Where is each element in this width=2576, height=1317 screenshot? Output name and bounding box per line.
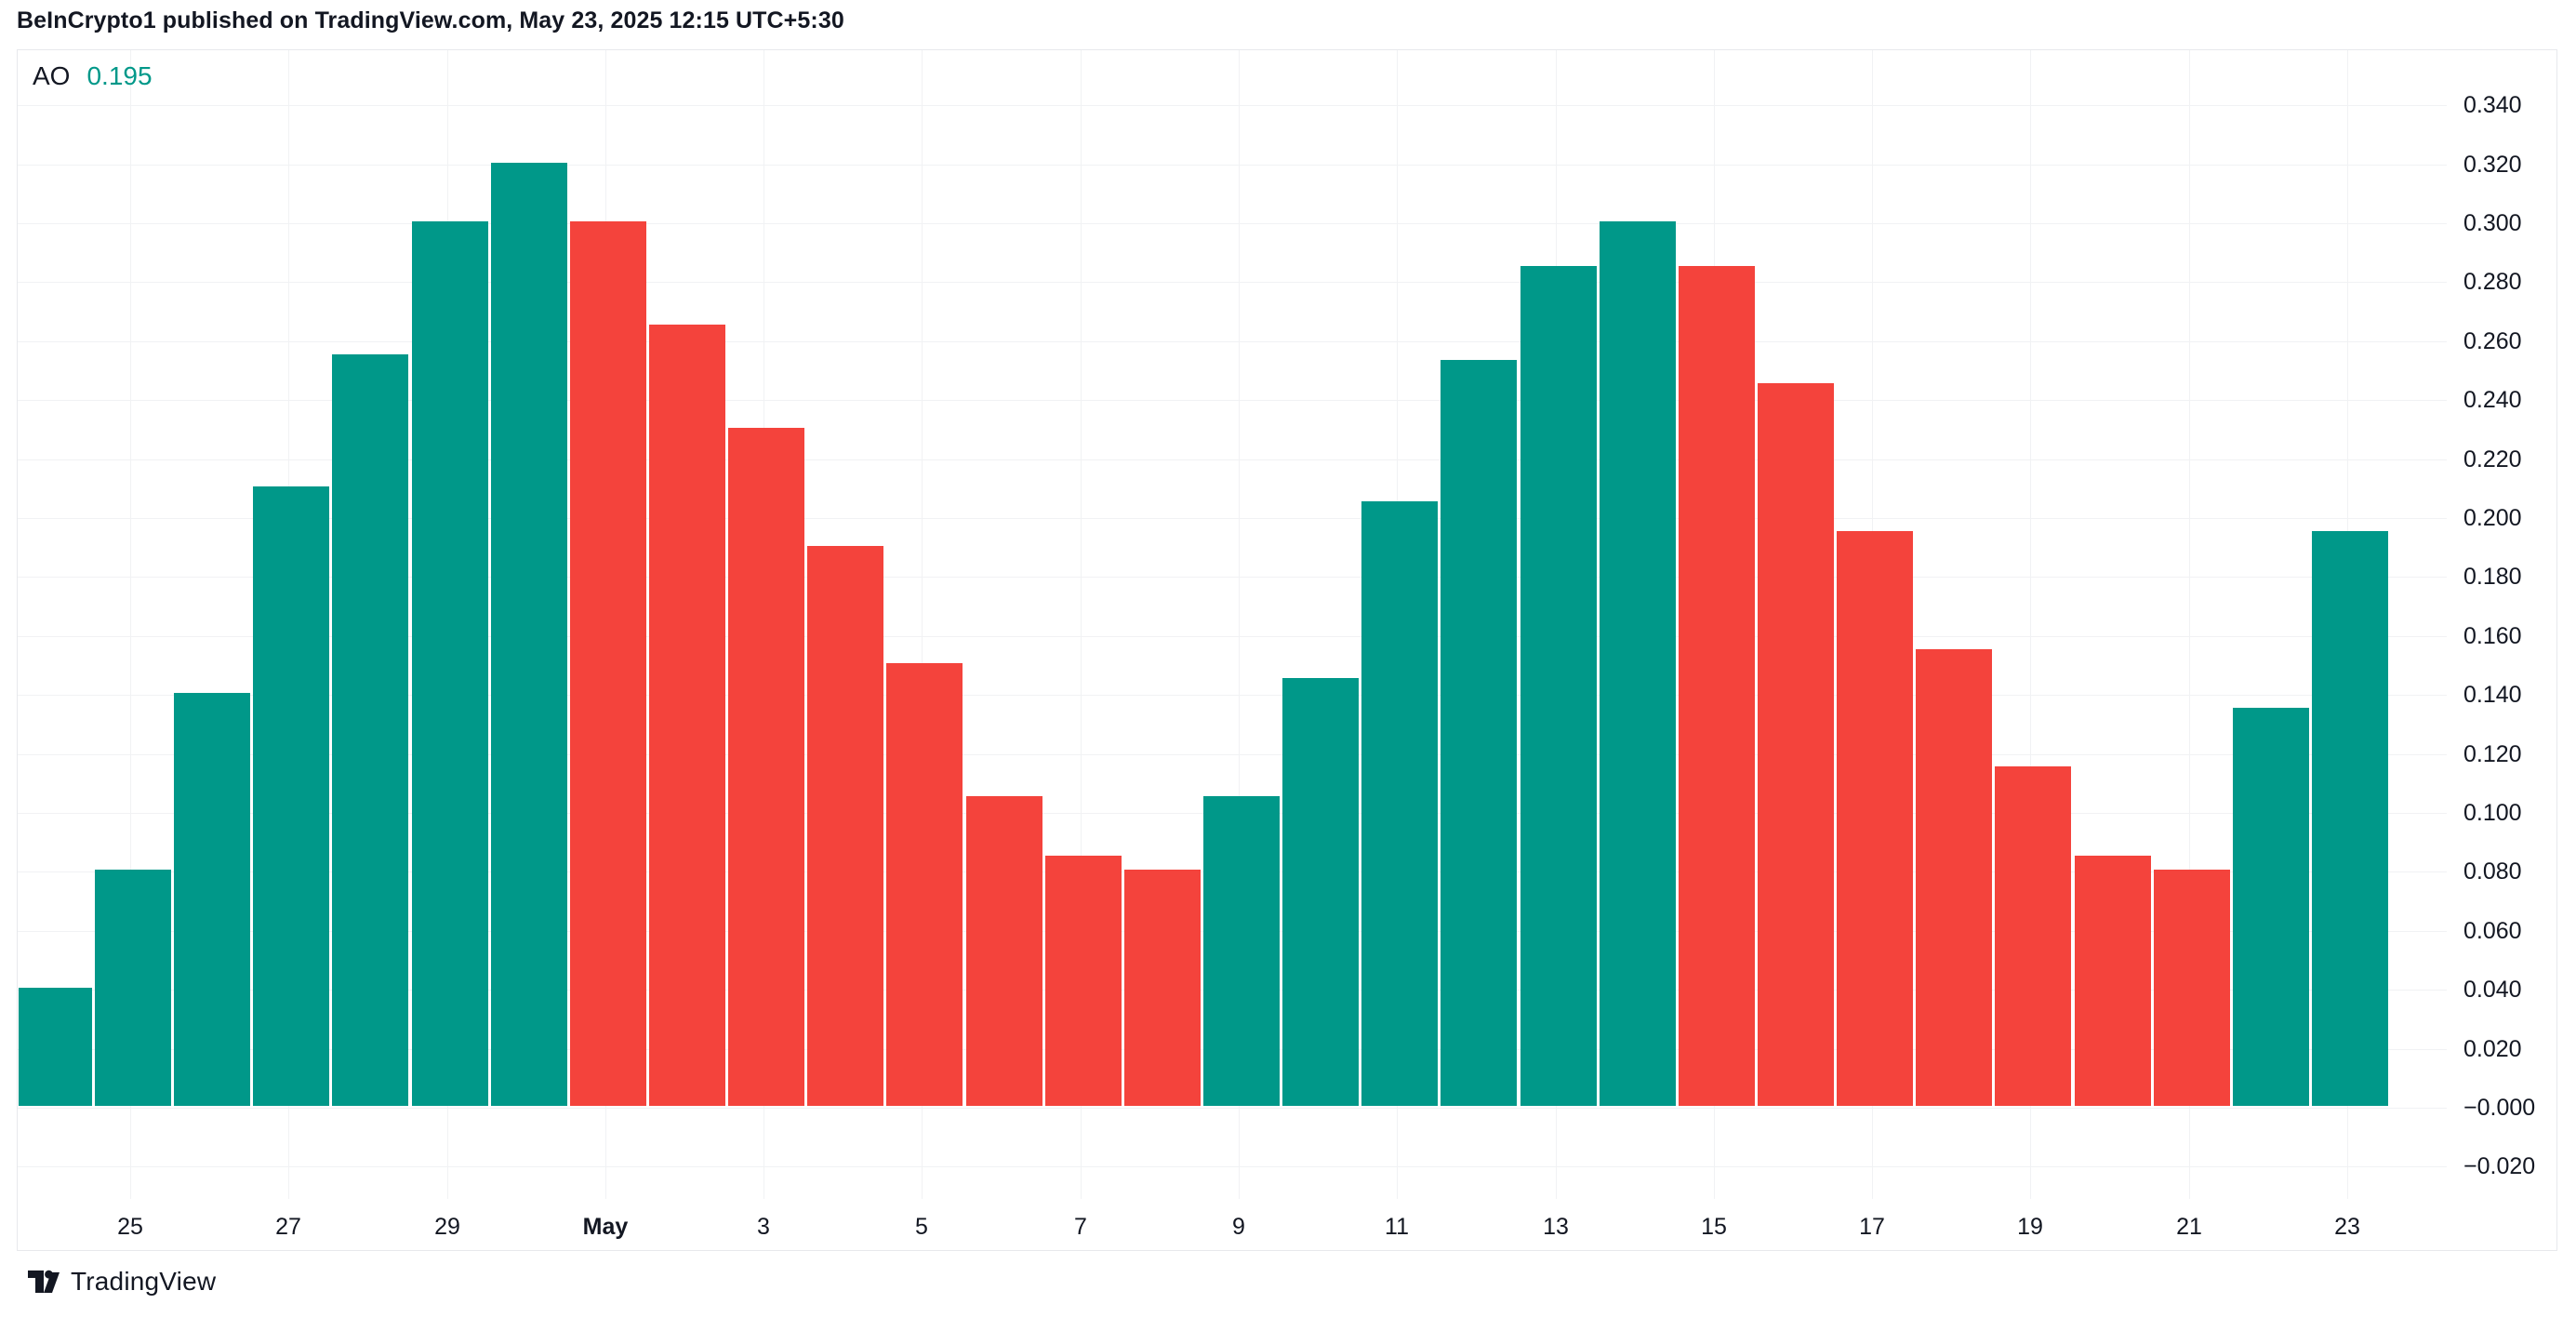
price-axis-label: 0.260: [2463, 328, 2522, 354]
ao-bar[interactable]: [1361, 501, 1438, 1106]
price-axis-label: 0.100: [2463, 800, 2522, 826]
ao-bar[interactable]: [2075, 856, 2151, 1106]
price-axis-label: 0.220: [2463, 446, 2522, 472]
time-axis-label: 19: [2017, 1214, 2043, 1240]
time-axis-label: 23: [2334, 1214, 2360, 1240]
ao-bar[interactable]: [1282, 678, 1359, 1106]
ao-bar[interactable]: [95, 870, 171, 1106]
ao-bar[interactable]: [570, 221, 646, 1106]
ao-bar[interactable]: [174, 693, 250, 1106]
tradingview-brand-text: TradingView: [71, 1267, 217, 1296]
indicator-value: 0.195: [86, 61, 153, 90]
h-gridline: [18, 518, 2447, 519]
price-axis-label: 0.160: [2463, 623, 2522, 649]
price-axis-label: 0.060: [2463, 918, 2522, 944]
page-title: BeInCrypto1 published on TradingView.com…: [17, 7, 844, 33]
time-axis-label: 27: [275, 1214, 301, 1240]
v-gridline: [922, 50, 923, 1199]
ao-bar[interactable]: [1441, 360, 1517, 1106]
time-axis-label: 11: [1385, 1214, 1409, 1240]
ao-bar[interactable]: [1045, 856, 1122, 1106]
time-axis-label: 9: [1232, 1214, 1245, 1240]
ao-bar[interactable]: [1600, 221, 1676, 1106]
ao-bar[interactable]: [2312, 531, 2388, 1106]
h-gridline: [18, 223, 2447, 224]
price-axis-label: 0.300: [2463, 210, 2522, 236]
price-axis-label: 0.320: [2463, 152, 2522, 178]
ao-bar[interactable]: [649, 325, 725, 1106]
time-axis-label: 25: [117, 1214, 143, 1240]
ao-bar[interactable]: [253, 486, 329, 1106]
tradingview-logo-link[interactable]: TradingView: [28, 1267, 216, 1297]
h-gridline: [18, 754, 2447, 755]
ao-bar[interactable]: [728, 428, 804, 1106]
ao-bar[interactable]: [1679, 266, 1755, 1106]
ao-bar[interactable]: [1124, 870, 1201, 1106]
h-gridline: [18, 165, 2447, 166]
ao-bar[interactable]: [2233, 708, 2309, 1106]
ao-bar[interactable]: [1758, 383, 1834, 1106]
ao-bar[interactable]: [19, 988, 92, 1106]
h-gridline: [18, 695, 2447, 696]
h-gridline: [18, 400, 2447, 401]
ao-bar[interactable]: [1520, 266, 1597, 1106]
time-axis-label: 29: [434, 1214, 460, 1240]
tradingview-icon: [28, 1270, 60, 1294]
h-gridline: [18, 459, 2447, 460]
indicator-name: AO: [33, 61, 71, 90]
h-gridline: [18, 1108, 2447, 1109]
ao-bar[interactable]: [1203, 796, 1280, 1106]
h-gridline: [18, 341, 2447, 342]
ao-bar[interactable]: [1837, 531, 1913, 1106]
h-gridline: [18, 282, 2447, 283]
ao-bar[interactable]: [332, 354, 408, 1106]
ao-bar[interactable]: [886, 663, 963, 1106]
price-axis-label: −0.000: [2463, 1095, 2536, 1121]
v-gridline: [130, 50, 131, 1199]
time-axis-label: 17: [1859, 1214, 1885, 1240]
ao-bar[interactable]: [412, 221, 488, 1106]
price-axis-label: 0.140: [2463, 682, 2522, 708]
time-axis-label: 13: [1543, 1214, 1569, 1240]
h-gridline: [18, 1166, 2447, 1167]
price-axis-label: 0.200: [2463, 505, 2522, 531]
price-axis-label: 0.040: [2463, 977, 2522, 1003]
ao-bar[interactable]: [966, 796, 1042, 1106]
ao-bar[interactable]: [1916, 649, 1992, 1106]
v-gridline: [1081, 50, 1082, 1199]
price-axis-label: 0.280: [2463, 269, 2522, 295]
price-axis-label: 0.340: [2463, 92, 2522, 118]
h-gridline: [18, 636, 2447, 637]
h-gridline: [18, 577, 2447, 578]
ao-bar[interactable]: [807, 546, 883, 1106]
price-axis-label: 0.020: [2463, 1036, 2522, 1062]
v-gridline: [1239, 50, 1240, 1199]
h-gridline: [18, 105, 2447, 106]
time-axis-label: 7: [1074, 1214, 1087, 1240]
time-axis-label: 15: [1701, 1214, 1727, 1240]
price-axis-label: 0.080: [2463, 858, 2522, 885]
price-axis-label: 0.120: [2463, 741, 2522, 767]
ao-bar[interactable]: [2154, 870, 2230, 1106]
ao-bar[interactable]: [1995, 766, 2071, 1106]
price-axis-label: −0.020: [2463, 1153, 2536, 1179]
ao-bar[interactable]: [491, 163, 567, 1106]
ao-chart-plot[interactable]: AO 0.195 0.340 0.320 0.300 0.280 0.260 0.240 0…: [17, 49, 2557, 1251]
price-axis-label: 0.180: [2463, 564, 2522, 590]
time-axis-label: 21: [2176, 1214, 2202, 1240]
v-gridline: [2189, 50, 2190, 1199]
time-axis-label: May: [582, 1214, 629, 1240]
time-axis-label: 3: [757, 1214, 770, 1240]
price-axis-label: 0.240: [2463, 387, 2522, 413]
v-gridline: [2030, 50, 2031, 1199]
time-axis-label: 5: [915, 1214, 928, 1240]
indicator-legend[interactable]: AO 0.195: [33, 61, 153, 91]
